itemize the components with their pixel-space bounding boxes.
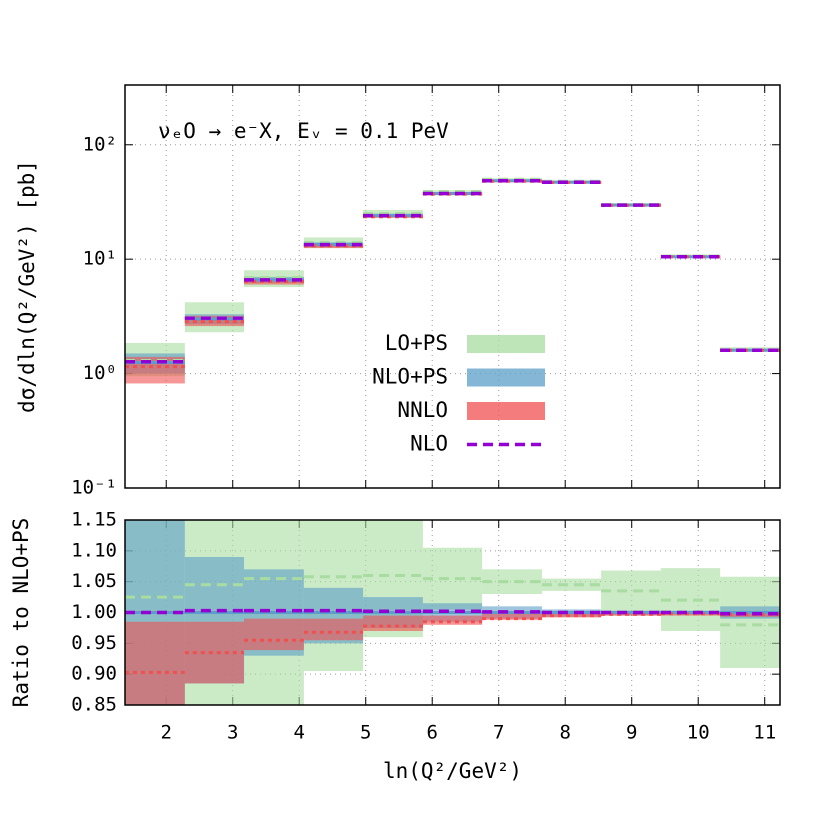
bands (125, 520, 780, 705)
y-tick-label: 10⁻¹ (71, 477, 117, 499)
x-tick-label: 8 (559, 722, 570, 744)
y-tick-label: 10¹ (83, 248, 117, 270)
legend-label: NLO (410, 432, 448, 456)
frame (124, 519, 781, 706)
x-tick-label: 10 (687, 722, 710, 744)
band (720, 576, 780, 668)
y-axis-label: Ratio to NLO+PS (9, 518, 33, 708)
annotation: νₑO → e⁻X, Eᵥ = 0.1 PeV (158, 119, 449, 143)
legend-label: NLO+PS (372, 365, 448, 389)
band (244, 278, 304, 285)
band (422, 615, 483, 625)
x-tick-label: 5 (360, 722, 371, 744)
x-tick-label: 4 (293, 722, 304, 744)
y-tick-label: 1.15 (71, 509, 117, 531)
band (125, 621, 185, 705)
y-tick-label: 0.85 (71, 694, 117, 716)
x-tick-label: 11 (753, 722, 776, 744)
x-tick-label: 7 (493, 722, 504, 744)
x-tick-label: 2 (161, 722, 172, 744)
y-axis-label: dσ/dln(Q²/GeV²) [pb] (15, 160, 39, 413)
y-tick-label: 1.05 (71, 570, 117, 592)
x-axis-label: ln(Q²/GeV²) (383, 759, 522, 783)
band (303, 244, 364, 249)
x-tick-label: 3 (227, 722, 238, 744)
band (660, 612, 721, 616)
band (244, 618, 304, 651)
legend-label: LO+PS (385, 331, 448, 355)
x-tick-label: 9 (626, 722, 637, 744)
legend-swatch (467, 402, 545, 420)
band (184, 315, 245, 327)
y-tick-label: 10⁰ (83, 362, 117, 384)
y-tick-label: 1.10 (71, 539, 117, 561)
legend-swatch (467, 335, 545, 353)
y-tick-label: 0.95 (71, 632, 117, 654)
y-tick-label: 0.90 (71, 663, 117, 685)
band (601, 612, 661, 616)
y-tick-label: 10² (83, 133, 117, 155)
band (541, 578, 602, 591)
band (720, 612, 780, 617)
legend-label: NNLO (397, 398, 448, 422)
band (303, 618, 364, 641)
bands (125, 177, 780, 384)
band (482, 613, 542, 620)
legend-swatch (467, 368, 545, 387)
band (363, 615, 423, 631)
frame (124, 84, 781, 489)
x-tick-label: 6 (426, 722, 437, 744)
band (541, 612, 602, 618)
y-tick-label: 1.00 (71, 601, 117, 623)
